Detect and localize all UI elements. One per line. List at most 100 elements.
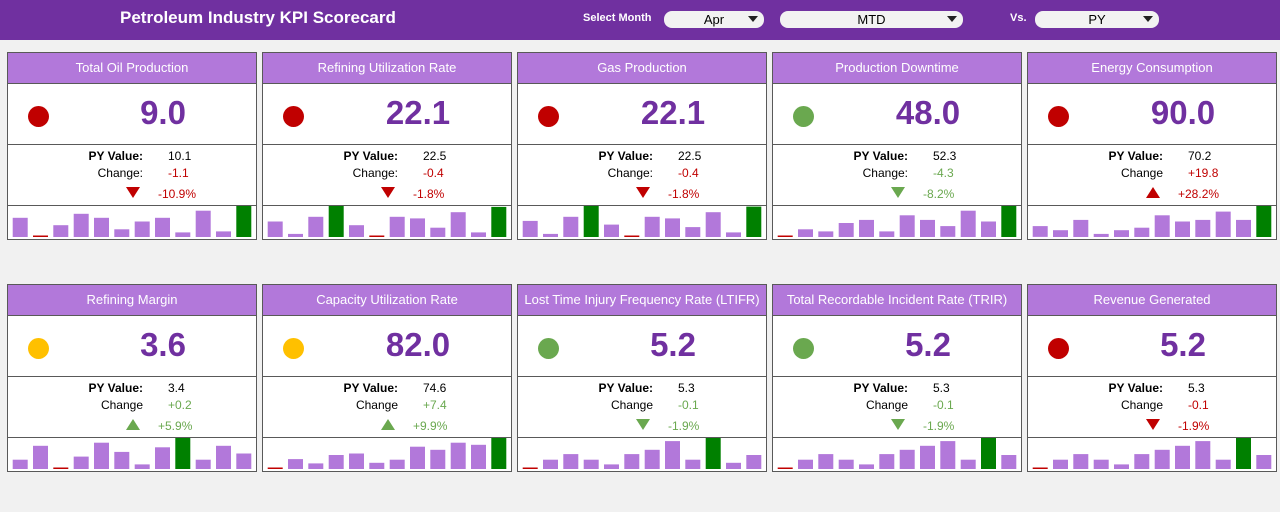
sparkline-bar [308, 463, 324, 469]
sparkline-bar [94, 217, 109, 237]
sparkline-bar [389, 216, 405, 237]
period-dropdown[interactable]: MTD [780, 11, 963, 28]
change-label: Change [610, 398, 653, 412]
sparkline-bar [216, 231, 231, 237]
kpi-title: Gas Production [518, 53, 766, 84]
sparkline-bar [195, 210, 211, 237]
py-value-label: PY Value: [1108, 149, 1163, 163]
sparkline-bar [685, 459, 701, 469]
sparkline-bar [1236, 219, 1251, 237]
sparkline-bar [1073, 219, 1089, 237]
trend-up-icon [126, 419, 140, 430]
change-percent: -1.8% [668, 187, 700, 201]
kpi-value: 5.2 [650, 326, 696, 363]
sparkline-bar [471, 444, 486, 469]
sparkline-bar [1093, 233, 1109, 237]
comparison-dropdown[interactable]: PY [1035, 11, 1159, 28]
kpi-value: 82.0 [385, 326, 451, 363]
sparkline-bar [726, 232, 741, 237]
change-value: +7.4 [423, 398, 447, 412]
sparkline-bar [73, 213, 89, 237]
kpi-value-row: 5.2 [1028, 316, 1276, 377]
trend-down-icon [891, 419, 905, 430]
sparkline-bar [349, 453, 364, 469]
sparkline-bar [1053, 230, 1068, 237]
py-value-label: PY Value: [88, 381, 143, 395]
sparkline-bar [236, 206, 252, 237]
kpi-stats: PY Value: 5.3 Change -0.1 -1.9% [518, 377, 766, 438]
sparkline-bar [726, 462, 741, 469]
sparkline-bar [859, 464, 874, 469]
py-value-label: PY Value: [598, 381, 653, 395]
sparkline-bar [522, 220, 538, 237]
header-bar: Petroleum Industry KPI Scorecard Select … [0, 0, 1280, 40]
change-value: +0.2 [168, 398, 192, 412]
kpi-value: 5.2 [1160, 326, 1206, 363]
sparkline-bar [349, 225, 364, 237]
kpi-title: Production Downtime [773, 53, 1021, 84]
change-label: Change: [97, 166, 143, 180]
kpi-title: Energy Consumption [1028, 53, 1276, 84]
change-value: -0.4 [423, 166, 444, 180]
py-value: 52.3 [933, 149, 957, 163]
sparkline-bar [798, 229, 813, 237]
sparkline-bar [1175, 221, 1190, 237]
kpi-value: 9.0 [140, 94, 186, 131]
change-label: Change [1120, 166, 1163, 180]
status-dot-icon [283, 338, 304, 359]
sparkline-bar [410, 446, 425, 469]
select-month-label: Select Month [583, 12, 652, 24]
change-label: Change [1120, 398, 1163, 412]
kpi-title: Total Recordable Incident Rate (TRIR) [773, 285, 1021, 316]
kpi-stats: PY Value: 10.1 Change: -1.1 -10.9% [8, 145, 256, 206]
change-value: -4.3 [933, 166, 954, 180]
sparkline-bar [1114, 464, 1129, 469]
sparkline-chart [522, 206, 762, 237]
status-dot-icon [28, 106, 49, 127]
change-percent: -10.9% [158, 187, 197, 201]
kpi-value-row: 9.0 [8, 84, 256, 145]
kpi-value: 22.1 [385, 94, 451, 131]
month-dropdown[interactable]: Apr [664, 11, 764, 28]
kpi-stats: PY Value: 22.5 Change: -0.4 -1.8% [263, 145, 511, 206]
kpi-stats: PY Value: 52.3 Change: -4.3 -8.2% [773, 145, 1021, 206]
sparkline-bar [777, 467, 793, 469]
py-value: 70.2 [1188, 149, 1212, 163]
kpi-value: 90.0 [1150, 94, 1216, 131]
chevron-down-icon [1143, 16, 1153, 22]
kpi-value-row: 5.2 [773, 316, 1021, 377]
sparkline-bar [644, 449, 660, 469]
sparkline-bar [920, 445, 935, 469]
kpi-card: Refining Margin 3.6 PY Value: 3.4 Change +0.2… [7, 284, 257, 472]
change-label: Change: [352, 166, 398, 180]
sparkline-bar [1175, 445, 1190, 469]
change-label: Change: [607, 166, 653, 180]
sparkline-bar [1032, 467, 1048, 469]
kpi-title: Refining Utilization Rate [263, 53, 511, 84]
sparkline-bar [838, 223, 854, 237]
change-value: -0.4 [678, 166, 699, 180]
py-value-label: PY Value: [598, 149, 653, 163]
sparkline-bar [94, 442, 109, 469]
trend-down-icon [126, 187, 140, 198]
sparkline-bar [563, 216, 579, 237]
sparkline-bar [1093, 459, 1109, 469]
sparkline-bar [1154, 215, 1170, 237]
sparkline-chart [777, 206, 1017, 237]
sparkline-bar [899, 449, 915, 469]
sparkline-bar [1053, 459, 1068, 469]
sparkline-bar [563, 454, 579, 469]
change-percent: +5.9% [158, 419, 193, 433]
change-label: Change [865, 398, 908, 412]
kpi-value-row: 22.1 [263, 84, 511, 145]
kpi-card: Total Oil Production 9.0 PY Value: 10.1 Chan… [7, 52, 257, 240]
sparkline-bar [328, 455, 344, 469]
py-value-label: PY Value: [853, 381, 908, 395]
sparkline-chart [12, 206, 252, 237]
sparkline-bar [1134, 454, 1150, 469]
sparkline-bar [1001, 206, 1017, 237]
sparkline-bar [940, 441, 956, 469]
py-value: 5.3 [678, 381, 695, 395]
sparkline-bar [53, 467, 69, 469]
trend-down-icon [1146, 419, 1160, 430]
